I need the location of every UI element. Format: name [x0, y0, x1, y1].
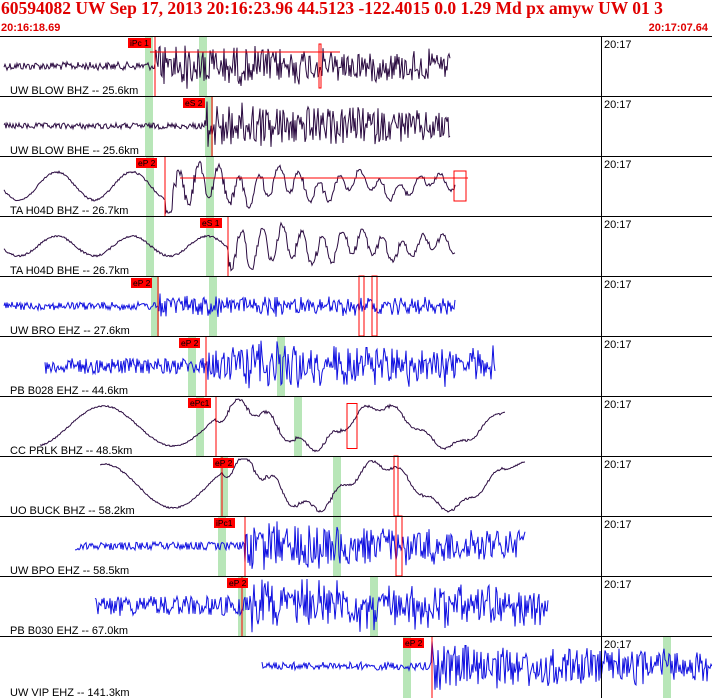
- time-tick-label: 20:17: [604, 39, 632, 51]
- event-title: 60594082 UW Sep 17, 2013 20:16:23.96 44.…: [1, 0, 663, 18]
- phase-pick-flag[interactable]: eP 2: [227, 578, 249, 588]
- seismogram-panels[interactable]: 20:17 UW BLOW BHZ -- 25.6km iPc 1 20:17 …: [0, 36, 712, 699]
- waveform-trace: [3, 101, 451, 147]
- waveform-trace: [74, 521, 526, 570]
- coda-marker: [453, 170, 467, 202]
- phase-pick-flag[interactable]: ePc1: [188, 398, 212, 408]
- pick-band: [333, 457, 341, 516]
- time-tick-label: 20:17: [604, 339, 632, 351]
- coda-marker: [318, 43, 322, 89]
- pick-band: [370, 577, 378, 636]
- phase-pick-flag[interactable]: eP 2: [136, 158, 158, 168]
- station-label: UW BLOW BHE -- 25.6km: [10, 145, 139, 157]
- station-label: CC PRLK BHZ -- 48.5km: [10, 445, 133, 457]
- time-tick-label: 20:17: [604, 99, 632, 111]
- pick-band: [196, 397, 204, 456]
- waveform-canvas[interactable]: [0, 36, 712, 698]
- waveform-trace: [3, 45, 451, 89]
- time-tick-label: 20:17: [604, 579, 632, 591]
- header-bar: 60594082 UW Sep 17, 2013 20:16:23.96 44.…: [0, 0, 712, 36]
- station-label: UW BPO EHZ -- 58.5km: [10, 565, 130, 577]
- station-label: TA H04D BHZ -- 26.7km: [10, 205, 129, 217]
- phase-pick-flag[interactable]: eP 2: [403, 638, 425, 648]
- phase-pick-flag[interactable]: eP 2: [179, 338, 201, 348]
- pick-band: [206, 217, 214, 276]
- waveform-trace: [94, 578, 549, 633]
- pick-band: [145, 97, 153, 156]
- phase-pick-flag[interactable]: iPc 1: [128, 38, 151, 48]
- time-tick-label: 20:17: [604, 639, 632, 651]
- phase-pick-flag[interactable]: iPc1: [214, 518, 235, 528]
- time-tick-label: 20:17: [604, 219, 632, 231]
- waveform-trace: [3, 293, 456, 317]
- station-label: TA H04D BHE -- 26.7km: [10, 265, 129, 277]
- phase-pick-flag[interactable]: eS 2: [183, 98, 205, 108]
- trace-panel[interactable]: 20:17 PB B030 EHZ -- 67.0km eP 2: [0, 576, 712, 637]
- trace-panel[interactable]: 20:17 PB B028 EHZ -- 44.6km eP 2: [0, 336, 712, 397]
- waveform-trace: [39, 398, 505, 453]
- pick-band: [206, 157, 214, 216]
- trace-panel[interactable]: 20:17 CC PRLK BHZ -- 48.5km ePc1: [0, 396, 712, 457]
- phase-pick-flag[interactable]: eP 2: [213, 458, 235, 468]
- station-label: PB B028 EHZ -- 44.6km: [10, 385, 128, 397]
- coda-marker: [346, 403, 358, 449]
- trace-panel[interactable]: 20:17 UO BUCK BHZ -- 58.2km eP 2: [0, 456, 712, 517]
- pick-band: [277, 337, 285, 396]
- station-label: UW BLOW BHZ -- 25.6km: [10, 85, 139, 97]
- trace-panel[interactable]: 20:17 UW BPO EHZ -- 58.5km iPc1: [0, 516, 712, 577]
- pick-band: [333, 517, 341, 576]
- pick-band: [209, 277, 217, 336]
- pick-band: [294, 397, 302, 456]
- station-label: UW BRO EHZ -- 27.6km: [10, 325, 130, 337]
- window-start-time: 20:16:18.69: [1, 22, 61, 34]
- station-label: UO BUCK BHZ -- 58.2km: [10, 505, 135, 517]
- trace-panel[interactable]: 20:17 TA H04D BHE -- 26.7km eS 1: [0, 216, 712, 277]
- time-tick-label: 20:17: [604, 459, 632, 471]
- pick-band: [205, 97, 213, 156]
- trace-panel[interactable]: 20:17 UW BLOW BHZ -- 25.6km iPc 1: [0, 36, 712, 97]
- waveform-trace: [261, 640, 712, 690]
- waveform-trace: [100, 458, 526, 513]
- window-end-time: 20:17:07.64: [648, 22, 708, 34]
- pick-band: [151, 277, 159, 336]
- phase-pick-flag[interactable]: eP 2: [131, 278, 153, 288]
- station-label: UW VIP EHZ -- 141.3km: [10, 687, 130, 699]
- phase-pick-flag[interactable]: eS 1: [200, 218, 222, 228]
- pick-band: [188, 337, 196, 396]
- waveform-trace: [3, 160, 456, 215]
- waveform-trace: [44, 340, 496, 389]
- time-tick-label: 20:17: [604, 279, 632, 291]
- pick-band: [218, 517, 226, 576]
- time-tick-label: 20:17: [604, 399, 632, 411]
- pick-band: [146, 157, 154, 216]
- pick-band: [663, 637, 671, 698]
- trace-panel[interactable]: 20:17 UW BLOW BHE -- 25.6km eS 2: [0, 96, 712, 157]
- pick-band: [220, 457, 228, 516]
- waveform-trace: [3, 221, 456, 272]
- trace-panel[interactable]: 20:17 UW VIP EHZ -- 141.3km eP 2: [0, 636, 712, 699]
- time-tick-label: 20:17: [604, 519, 632, 531]
- trace-panel[interactable]: 20:17 TA H04D BHZ -- 26.7km eP 2: [0, 156, 712, 217]
- time-tick-label: 20:17: [604, 159, 632, 171]
- station-label: PB B030 EHZ -- 67.0km: [10, 625, 128, 637]
- trace-panel[interactable]: 20:17 UW BRO EHZ -- 27.6km eP 2: [0, 276, 712, 337]
